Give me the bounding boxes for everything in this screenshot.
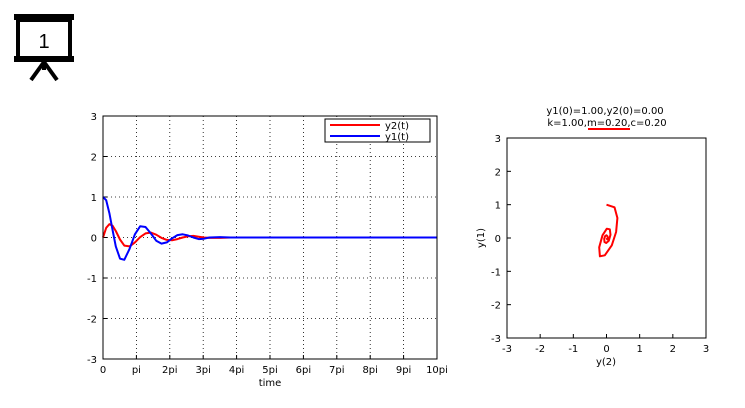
y-tick-label: 2 <box>495 167 501 178</box>
x-tick-label: 5pi <box>262 365 278 376</box>
x-tick-label: 6pi <box>296 365 312 376</box>
x-tick-label: 0 <box>100 365 106 376</box>
phase-trajectory-line <box>598 203 619 258</box>
y-tick-label: -3 <box>87 355 97 366</box>
x-tick-labels: -3 -2 -1 0 1 2 3 <box>502 344 709 355</box>
y-tick-label: -3 <box>491 334 501 345</box>
y-tick-label: 1 <box>91 193 97 204</box>
plot-frame <box>102 115 438 360</box>
y-tick-label: 2 <box>91 153 97 164</box>
y-tick-label: -2 <box>87 315 97 326</box>
y-tick-label: 1 <box>495 201 501 212</box>
x-tick-label: 3 <box>703 344 709 355</box>
subtitle-part-k: k=1.00, <box>547 118 587 129</box>
legend-box <box>324 118 431 143</box>
legend: y2(t) y1(t) <box>324 118 431 143</box>
phase-trajectory <box>506 137 707 339</box>
y-tick-labels: 3 2 1 0 -1 -2 -3 <box>87 112 97 366</box>
chart-subtitle: k=1.00,m=0.20,c=0.20 <box>547 118 666 129</box>
y-tick-label: -1 <box>491 267 501 278</box>
x-axis-label: time <box>259 378 282 389</box>
y-tick-label: 0 <box>91 234 97 245</box>
y-tick-label: 3 <box>91 112 97 123</box>
y-tick-labels: 3 2 1 0 -1 -2 -3 <box>491 134 501 345</box>
legend-label-y2: y2(t) <box>385 121 409 132</box>
x-tick-label: 2pi <box>162 365 178 376</box>
x-tick-label: 3pi <box>195 365 211 376</box>
y-tick-label: -2 <box>491 301 501 312</box>
subtitle-part-m: m=0.20 <box>587 118 627 129</box>
y-tick-label: 0 <box>495 234 501 245</box>
x-tick-label: 2 <box>670 344 676 355</box>
time-response-chart: 0 pi 2pi 3pi 4pi 5pi 6pi 7pi 8pi 9pi 10pi 3 2 1 0 -1 -2… <box>87 112 448 389</box>
chart-title: y1(0)=1.00,y2(0)=0.00 <box>546 106 663 117</box>
projector-screen-icon: 1 <box>14 14 74 82</box>
slide-number: 1 <box>38 31 49 53</box>
legend-label-y1: y1(t) <box>385 132 409 143</box>
x-tick-labels: 0 pi 2pi 3pi 4pi 5pi 6pi 7pi 8pi 9pi 10pi <box>100 365 448 376</box>
x-tick-label: 10pi <box>426 365 448 376</box>
x-tick-label: 4pi <box>229 365 245 376</box>
subtitle-part-c: ,c=0.20 <box>627 118 666 129</box>
x-tick-label: 1 <box>636 344 642 355</box>
x-tick-label: -2 <box>535 344 545 355</box>
x-axis-label: y(2) <box>596 357 616 368</box>
y-tick-label: 3 <box>495 134 501 145</box>
x-tick-label: 7pi <box>329 365 345 376</box>
phase-portrait-chart: y1(0)=1.00,y2(0)=0.00 k=1.00,m=0.20,c=0.… <box>476 106 709 368</box>
x-tick-label: -1 <box>568 344 578 355</box>
y-tick-label: -1 <box>87 274 97 285</box>
plot-frame <box>506 137 707 339</box>
x-tick-label: 9pi <box>396 365 412 376</box>
x-tick-label: 0 <box>603 344 609 355</box>
series-lines <box>102 196 437 261</box>
x-tick-label: 8pi <box>362 365 378 376</box>
series-line-y1 <box>102 196 437 261</box>
x-tick-label: pi <box>132 365 141 376</box>
y-axis-label: y(1) <box>476 228 487 248</box>
x-tick-label: -3 <box>502 344 512 355</box>
